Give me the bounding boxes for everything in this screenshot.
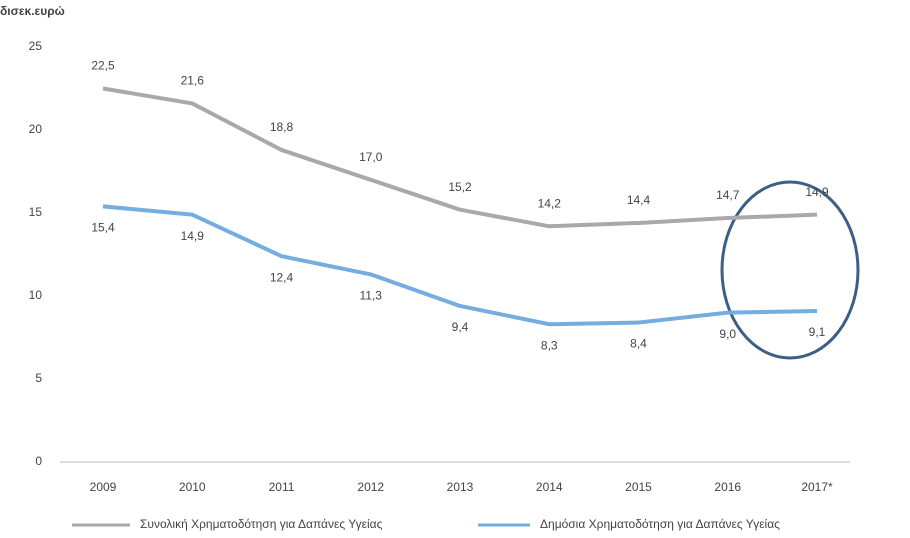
data-label: 14,7 xyxy=(716,188,740,202)
y-axis-label: δισεκ.ευρώ xyxy=(0,4,65,18)
x-tick-label: 2015 xyxy=(625,480,652,494)
x-tick-label: 2012 xyxy=(357,480,384,494)
data-label: 9,0 xyxy=(719,327,736,341)
legend-label: Δημόσια Χρηματοδότηση για Δαπάνες Υγείας xyxy=(540,517,780,531)
data-label: 12,4 xyxy=(270,270,294,284)
x-tick-label: 2009 xyxy=(90,480,117,494)
data-label: 9,1 xyxy=(809,325,826,339)
data-label: 9,4 xyxy=(452,320,469,334)
data-label: 15,2 xyxy=(448,180,472,194)
series-line xyxy=(102,204,818,327)
y-tick-label: 25 xyxy=(29,39,43,53)
y-tick-label: 15 xyxy=(29,205,43,219)
data-label: 8,3 xyxy=(541,338,558,352)
data-label: 21,6 xyxy=(181,74,205,88)
highlight-circle xyxy=(720,180,860,360)
series-line xyxy=(102,86,818,229)
x-tick-label: 2014 xyxy=(536,480,563,494)
data-label: 22,5 xyxy=(91,59,115,73)
data-label: 14,4 xyxy=(627,193,651,207)
legend-label: Συνολική Χρηματοδότηση για Δαπάνες Υγεία… xyxy=(140,517,383,531)
x-tick-label: 2011 xyxy=(269,480,295,494)
x-tick-label: 2017* xyxy=(801,480,833,494)
data-label: 15,4 xyxy=(91,221,115,235)
x-tick-label: 2013 xyxy=(447,480,474,494)
data-label: 14,9 xyxy=(805,185,829,199)
data-label: 18,8 xyxy=(270,120,294,134)
data-label: 14,2 xyxy=(538,196,562,210)
y-tick-label: 5 xyxy=(35,371,42,385)
x-tick-label: 2010 xyxy=(179,480,206,494)
x-tick-label: 2016 xyxy=(714,480,741,494)
data-label: 11,3 xyxy=(360,289,383,303)
data-label: 17,0 xyxy=(359,150,383,164)
y-tick-label: 20 xyxy=(29,122,43,136)
data-label: 14,9 xyxy=(181,229,205,243)
data-label: 8,4 xyxy=(630,337,647,351)
y-tick-label: 10 xyxy=(29,288,43,302)
y-tick-label: 0 xyxy=(35,454,42,468)
